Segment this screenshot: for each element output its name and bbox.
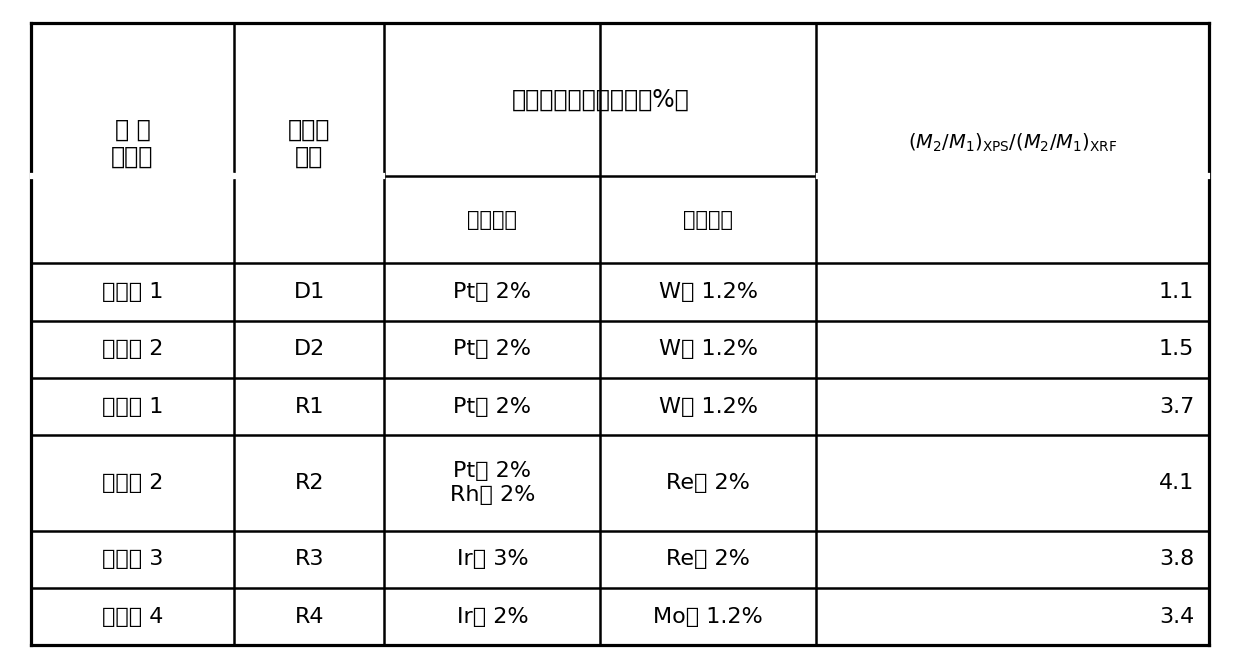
Text: 第二金属: 第二金属 <box>683 210 733 230</box>
Text: 1.5: 1.5 <box>1158 340 1194 359</box>
Text: 对比例 1: 对比例 1 <box>102 282 164 302</box>
Text: Ir， 3%: Ir， 3% <box>456 549 528 569</box>
Text: 实施例 2: 实施例 2 <box>102 473 164 493</box>
Text: $(M_2/M_1)_\mathrm{XPS}/(M_2/M_1)_\mathrm{XRF}$: $(M_2/M_1)_\mathrm{XPS}/(M_2/M_1)_\mathr… <box>908 132 1117 154</box>
Text: D2: D2 <box>294 340 325 359</box>
Text: D1: D1 <box>294 282 325 302</box>
Text: 3.7: 3.7 <box>1159 397 1194 416</box>
Text: 催化剂
编号: 催化剂 编号 <box>288 117 330 169</box>
Text: Pt， 2%: Pt， 2% <box>454 282 532 302</box>
Text: 第一金属: 第一金属 <box>467 210 517 230</box>
Text: R4: R4 <box>294 607 324 627</box>
Text: 3.8: 3.8 <box>1159 549 1194 569</box>
Text: W， 1.2%: W， 1.2% <box>658 282 758 302</box>
Text: Pt， 2%
Rh， 2%: Pt， 2% Rh， 2% <box>450 461 536 504</box>
Text: R3: R3 <box>294 549 324 569</box>
Text: Re， 2%: Re， 2% <box>666 549 750 569</box>
Text: W， 1.2%: W， 1.2% <box>658 397 758 416</box>
Text: 双金属组分组成（重量%）: 双金属组分组成（重量%） <box>511 87 689 112</box>
Text: R2: R2 <box>294 473 324 493</box>
Text: 实施例 4: 实施例 4 <box>102 607 164 627</box>
Text: 4.1: 4.1 <box>1159 473 1194 493</box>
Text: 实 施
例编号: 实 施 例编号 <box>112 117 154 169</box>
Text: Ir， 2%: Ir， 2% <box>456 607 528 627</box>
Text: Pt， 2%: Pt， 2% <box>454 397 532 416</box>
Text: 对比例 2: 对比例 2 <box>102 340 164 359</box>
Text: 实施例 1: 实施例 1 <box>102 397 164 416</box>
Text: 实施例 3: 实施例 3 <box>102 549 164 569</box>
Text: 1.1: 1.1 <box>1159 282 1194 302</box>
Text: Re， 2%: Re， 2% <box>666 473 750 493</box>
Text: W， 1.2%: W， 1.2% <box>658 340 758 359</box>
Text: 3.4: 3.4 <box>1159 607 1194 627</box>
Text: Mo， 1.2%: Mo， 1.2% <box>653 607 764 627</box>
Text: Pt， 2%: Pt， 2% <box>454 340 532 359</box>
Text: R1: R1 <box>294 397 324 416</box>
